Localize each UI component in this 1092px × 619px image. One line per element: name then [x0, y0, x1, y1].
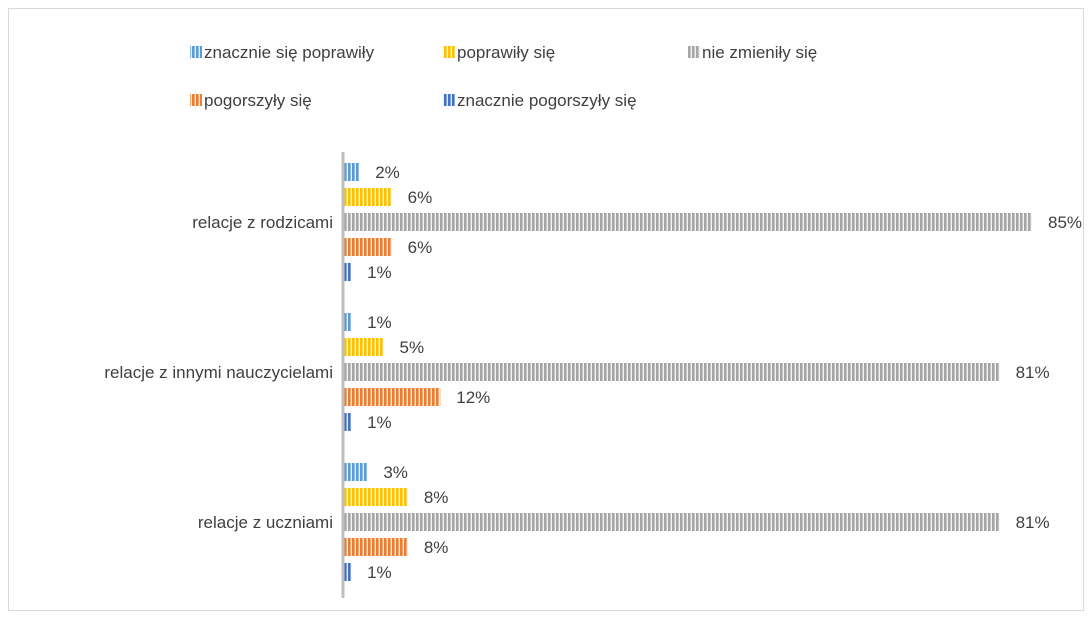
legend-label-nie-zmienily-sie: nie zmieniły się: [702, 43, 817, 62]
bar-relacje-z-rodzicami-nie-zmienily-sie: [343, 213, 1032, 231]
legend-label-pogorszyly-sie: pogorszyły się: [204, 91, 312, 110]
bars: [343, 163, 1032, 581]
data-label-relacje-z-rodzicami-znacznie-pogorszyly-sie: 1%: [367, 263, 392, 282]
chart-frame: [8, 8, 1084, 611]
data-label-relacje-z-uczniami-poprawily-sie: 8%: [424, 488, 449, 507]
bar-relacje-z-uczniami-pogorszyly-sie: [343, 538, 408, 556]
data-label-relacje-z-innymi-nauczycielami-poprawily-sie: 5%: [400, 338, 425, 357]
bar-relacje-z-uczniami-nie-zmienily-sie: [343, 513, 1000, 531]
data-label-relacje-z-rodzicami-znacznie-sie-poprawily: 2%: [375, 163, 400, 182]
data-label-relacje-z-rodzicami-pogorszyly-sie: 6%: [408, 238, 433, 257]
bar-relacje-z-uczniami-poprawily-sie: [343, 488, 408, 506]
data-label-relacje-z-rodzicami-nie-zmienily-sie: 85%: [1048, 213, 1082, 232]
legend-item-znacznie-pogorszyly-sie: znacznie pogorszyły się: [443, 91, 637, 110]
legend-item-znacznie-sie-poprawily: znacznie się poprawiły: [190, 43, 375, 62]
data-labels: 2% 6% 85% 6% 1% 1% 5% 81% 12% 1% 3% 8% 81% 8% 1%: [367, 163, 1082, 582]
category-label-relacje-z-rodzicami: relacje z rodzicami: [192, 213, 333, 232]
legend-label-znacznie-sie-poprawily: znacznie się poprawiły: [204, 43, 375, 62]
bar-relacje-z-rodzicami-poprawily-sie: [343, 188, 392, 206]
bar-relacje-z-innymi-nauczycielami-pogorszyly-sie: [343, 388, 441, 406]
data-label-relacje-z-uczniami-znacznie-pogorszyly-sie: 1%: [367, 563, 392, 582]
bar-relacje-z-rodzicami-znacznie-pogorszyly-sie: [343, 263, 352, 281]
data-label-relacje-z-uczniami-znacznie-sie-poprawily: 3%: [383, 463, 408, 482]
legend-swatch-poprawily-sie: [443, 46, 455, 58]
category-label-relacje-z-innymi-nauczycielami: relacje z innymi nauczycielami: [104, 363, 333, 382]
bar-relacje-z-rodzicami-pogorszyly-sie: [343, 238, 392, 256]
legend-swatch-znacznie-sie-poprawily: [190, 46, 202, 58]
bar-relacje-z-rodzicami-znacznie-sie-poprawily: [343, 163, 360, 181]
bar-relacje-z-innymi-nauczycielami-znacznie-pogorszyly-sie: [343, 413, 352, 431]
legend-swatch-nie-zmienily-sie: [688, 46, 700, 58]
category-labels: relacje z rodzicami relacje z innymi nauc…: [104, 213, 333, 532]
legend: znacznie się poprawiły poprawiły się nie z…: [190, 43, 817, 110]
bar-relacje-z-uczniami-znacznie-pogorszyly-sie: [343, 563, 352, 581]
data-label-relacje-z-innymi-nauczycielami-pogorszyly-sie: 12%: [456, 388, 490, 407]
legend-label-znacznie-pogorszyly-sie: znacznie pogorszyły się: [457, 91, 637, 110]
legend-swatch-znacznie-pogorszyly-sie: [443, 94, 455, 106]
legend-label-poprawily-sie: poprawiły się: [457, 43, 555, 62]
legend-item-poprawily-sie: poprawiły się: [443, 43, 555, 62]
data-label-relacje-z-uczniami-pogorszyly-sie: 8%: [424, 538, 449, 557]
bar-relacje-z-uczniami-znacznie-sie-poprawily: [343, 463, 368, 481]
bar-relacje-z-innymi-nauczycielami-znacznie-sie-poprawily: [343, 313, 352, 331]
bar-relacje-z-innymi-nauczycielami-nie-zmienily-sie: [343, 363, 1000, 381]
data-label-relacje-z-rodzicami-poprawily-sie: 6%: [408, 188, 433, 207]
category-label-relacje-z-uczniami: relacje z uczniami: [198, 513, 333, 532]
data-label-relacje-z-innymi-nauczycielami-znacznie-pogorszyly-sie: 1%: [367, 413, 392, 432]
legend-swatch-pogorszyly-sie: [190, 94, 202, 106]
legend-item-nie-zmienily-sie: nie zmieniły się: [688, 43, 817, 62]
bar-relacje-z-innymi-nauczycielami-poprawily-sie: [343, 338, 384, 356]
data-label-relacje-z-innymi-nauczycielami-znacznie-sie-poprawily: 1%: [367, 313, 392, 332]
data-label-relacje-z-uczniami-nie-zmienily-sie: 81%: [1016, 513, 1050, 532]
data-label-relacje-z-innymi-nauczycielami-nie-zmienily-sie: 81%: [1016, 363, 1050, 382]
legend-item-pogorszyly-sie: pogorszyły się: [190, 91, 312, 110]
